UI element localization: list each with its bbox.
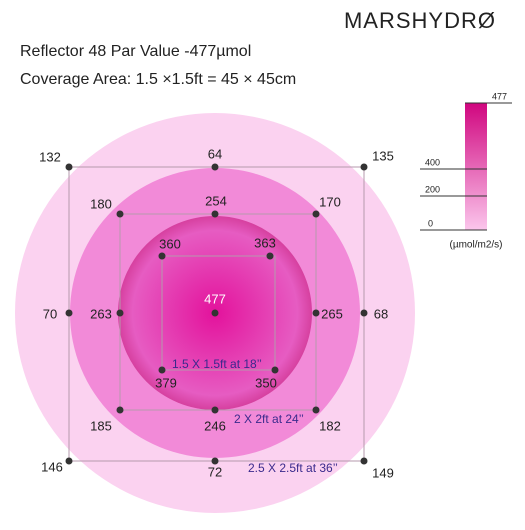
measure-point [360, 163, 368, 171]
zone-label: 2 X 2ft at 24’’ [234, 412, 304, 426]
legend-tick-label: 400 [425, 157, 440, 167]
par-value: 146 [41, 459, 63, 474]
par-value: 182 [319, 418, 341, 433]
title-line: Coverage Area: 1.5 ×1.5ft = 45 × 45cm [20, 71, 296, 88]
measure-point [211, 163, 219, 171]
measure-point [116, 309, 124, 317]
par-value: 379 [155, 375, 177, 390]
zone-label: 2.5 X 2.5ft at 36’’ [248, 461, 338, 475]
measure-point [211, 457, 219, 465]
brand-logo: MARSHYDRØ [344, 8, 496, 33]
legend-ticks [420, 102, 512, 231]
measure-point [116, 406, 124, 414]
measure-point [65, 309, 73, 317]
par-value: 263 [90, 306, 112, 321]
zone-label: 1.5 X 1.5ft at 18’’ [172, 357, 262, 371]
measure-point [116, 210, 124, 218]
par-value: 170 [319, 194, 341, 209]
legend-bar [465, 103, 487, 230]
measure-point [211, 309, 219, 317]
measure-point [271, 366, 279, 374]
measure-point [312, 210, 320, 218]
par-value: 254 [205, 193, 227, 208]
measure-point [211, 210, 219, 218]
measure-point [312, 309, 320, 317]
measure-point [360, 457, 368, 465]
measure-point [65, 163, 73, 171]
measure-point [158, 366, 166, 374]
legend-unit: (µmol/m2/s) [450, 240, 503, 251]
measure-point [360, 309, 368, 317]
par-value: 149 [372, 465, 394, 480]
par-value: 477 [204, 291, 226, 306]
measure-point [312, 406, 320, 414]
legend-tick-label: 0 [428, 218, 433, 228]
par-value: 360 [159, 236, 181, 251]
par-value: 132 [39, 149, 61, 164]
par-value: 64 [208, 146, 222, 161]
par-value: 68 [374, 306, 388, 321]
legend-tick-label: 200 [425, 184, 440, 194]
par-value: 72 [208, 464, 222, 479]
par-value: 363 [254, 235, 276, 250]
par-value: 350 [255, 375, 277, 390]
par-value: 70 [43, 306, 57, 321]
par-value: 246 [204, 418, 226, 433]
title-line: Reflector 48 Par Value -477µmol [20, 43, 251, 60]
par-value: 180 [90, 196, 112, 211]
measure-point [211, 406, 219, 414]
measure-point [158, 252, 166, 260]
measure-point [266, 252, 274, 260]
par-value: 185 [90, 418, 112, 433]
par-value: 135 [372, 148, 394, 163]
par-value: 265 [321, 306, 343, 321]
legend-tick-label: 477 [492, 91, 507, 101]
measure-point [65, 457, 73, 465]
